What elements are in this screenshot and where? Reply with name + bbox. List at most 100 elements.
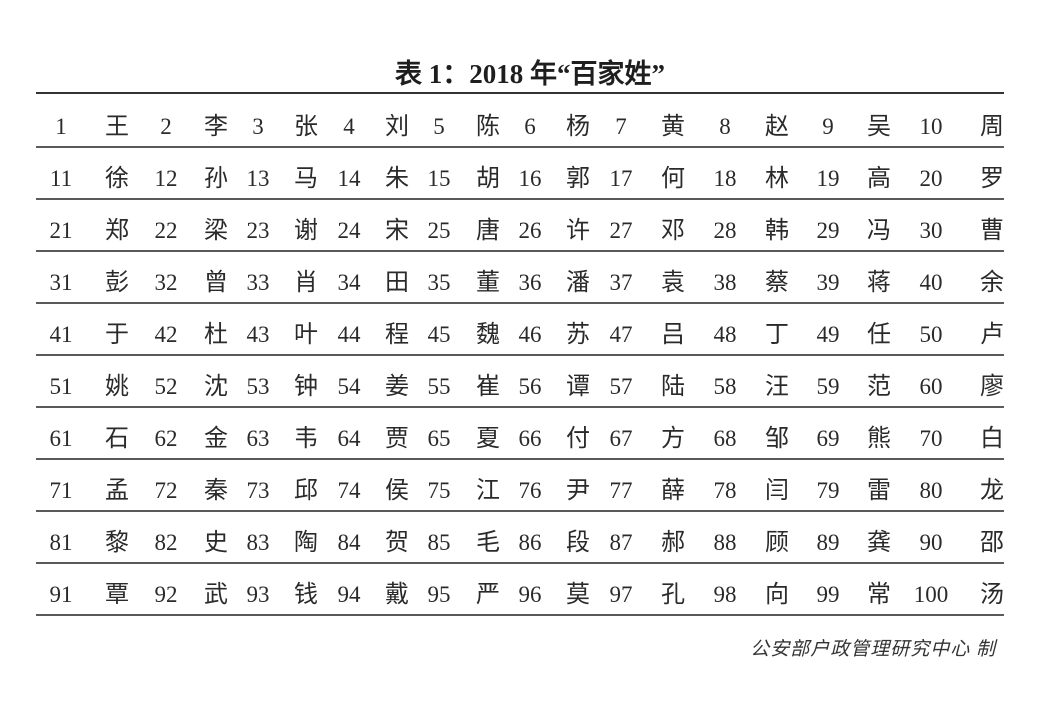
rank-number: 11 (49, 166, 73, 191)
rank-number: 5 (433, 114, 445, 139)
row-divider (36, 510, 1004, 512)
rank-number: 12 (154, 166, 178, 191)
rank-number: 75 (427, 478, 451, 503)
rank-number: 53 (246, 374, 270, 399)
rank-number: 79 (816, 478, 840, 503)
surname: 沈 (204, 374, 228, 400)
rank-number: 41 (49, 322, 73, 347)
rank-number: 49 (816, 322, 840, 347)
surname: 贾 (385, 426, 409, 452)
surname: 郝 (661, 530, 685, 556)
rank-number: 17 (609, 166, 633, 191)
surname: 夏 (476, 426, 500, 452)
rank-number: 76 (518, 478, 542, 503)
surname: 石 (105, 426, 129, 452)
row-divider (36, 198, 1004, 200)
rank-number: 9 (822, 114, 834, 139)
rank-number: 87 (609, 530, 633, 555)
rank-number: 22 (154, 218, 178, 243)
rank-number: 23 (246, 218, 270, 243)
rank-number: 67 (609, 426, 633, 451)
rank-number: 44 (337, 322, 361, 347)
rank-number: 58 (713, 374, 737, 399)
rank-number: 78 (713, 478, 737, 503)
surname: 王 (105, 114, 129, 140)
rank-number: 25 (427, 218, 451, 243)
rank-number: 16 (518, 166, 542, 191)
surname: 叶 (294, 322, 318, 348)
row-divider (36, 458, 1004, 460)
rank-number: 73 (246, 478, 270, 503)
source-credit: 公安部户政管理研究中心 制 (750, 639, 996, 660)
rank-number: 18 (713, 166, 737, 191)
surname: 向 (765, 582, 789, 608)
surname: 蒋 (867, 270, 891, 296)
rank-number: 95 (427, 582, 451, 607)
rank-number: 33 (246, 270, 270, 295)
rank-number: 56 (518, 374, 542, 399)
rank-number: 71 (49, 478, 73, 503)
surname: 付 (566, 426, 590, 452)
surname: 雷 (867, 478, 891, 504)
rank-number: 13 (246, 166, 270, 191)
rank-number: 30 (919, 218, 943, 243)
surname: 陆 (661, 374, 685, 400)
rank-number: 50 (919, 322, 943, 347)
surname: 严 (476, 582, 500, 608)
rank-number: 34 (337, 270, 361, 295)
rank-number: 14 (337, 166, 361, 191)
surname: 高 (867, 166, 891, 192)
surname: 陈 (476, 114, 500, 140)
surname: 邵 (980, 530, 1004, 556)
surname: 于 (105, 322, 129, 348)
surname: 江 (476, 478, 500, 504)
surname: 魏 (476, 322, 500, 348)
surname: 孔 (661, 582, 685, 608)
rank-number: 85 (427, 530, 451, 555)
rank-number: 77 (609, 478, 633, 503)
rank-number: 46 (518, 322, 542, 347)
row-divider (36, 562, 1004, 564)
surname: 金 (204, 426, 228, 452)
rank-number: 40 (919, 270, 943, 295)
surname: 邱 (294, 478, 318, 504)
surname: 罗 (980, 166, 1004, 192)
surname: 汪 (765, 374, 789, 400)
rank-number: 68 (713, 426, 737, 451)
rank-number: 97 (609, 582, 633, 607)
rank-number: 43 (246, 322, 270, 347)
rank-number: 81 (49, 530, 73, 555)
rank-number: 92 (154, 582, 178, 607)
rank-number: 32 (154, 270, 178, 295)
surname: 宋 (385, 218, 409, 244)
rank-number: 7 (615, 114, 627, 139)
surname: 武 (204, 582, 228, 608)
surname: 唐 (476, 218, 500, 244)
rank-number: 99 (816, 582, 840, 607)
surname: 吕 (661, 322, 685, 348)
surname: 朱 (385, 166, 409, 192)
surname: 黄 (661, 114, 685, 140)
rank-number: 20 (919, 166, 943, 191)
rank-number: 27 (609, 218, 633, 243)
surname: 苏 (566, 322, 590, 348)
surname: 熊 (867, 426, 891, 452)
rank-number: 83 (246, 530, 270, 555)
rank-number: 65 (427, 426, 451, 451)
surname: 余 (980, 270, 1004, 296)
surname: 田 (385, 270, 409, 296)
rank-number: 38 (713, 270, 737, 295)
surname: 马 (294, 166, 318, 192)
rank-number: 86 (518, 530, 542, 555)
surname: 董 (476, 270, 500, 296)
rank-number: 57 (609, 374, 633, 399)
surname: 闫 (765, 478, 789, 504)
surname: 潘 (566, 270, 590, 296)
surname: 方 (661, 426, 685, 452)
surname: 薛 (661, 478, 685, 504)
rank-number: 47 (609, 322, 633, 347)
rank-number: 1 (55, 114, 67, 139)
surname: 范 (867, 374, 891, 400)
surname: 段 (566, 530, 590, 556)
rank-number: 100 (913, 582, 949, 607)
